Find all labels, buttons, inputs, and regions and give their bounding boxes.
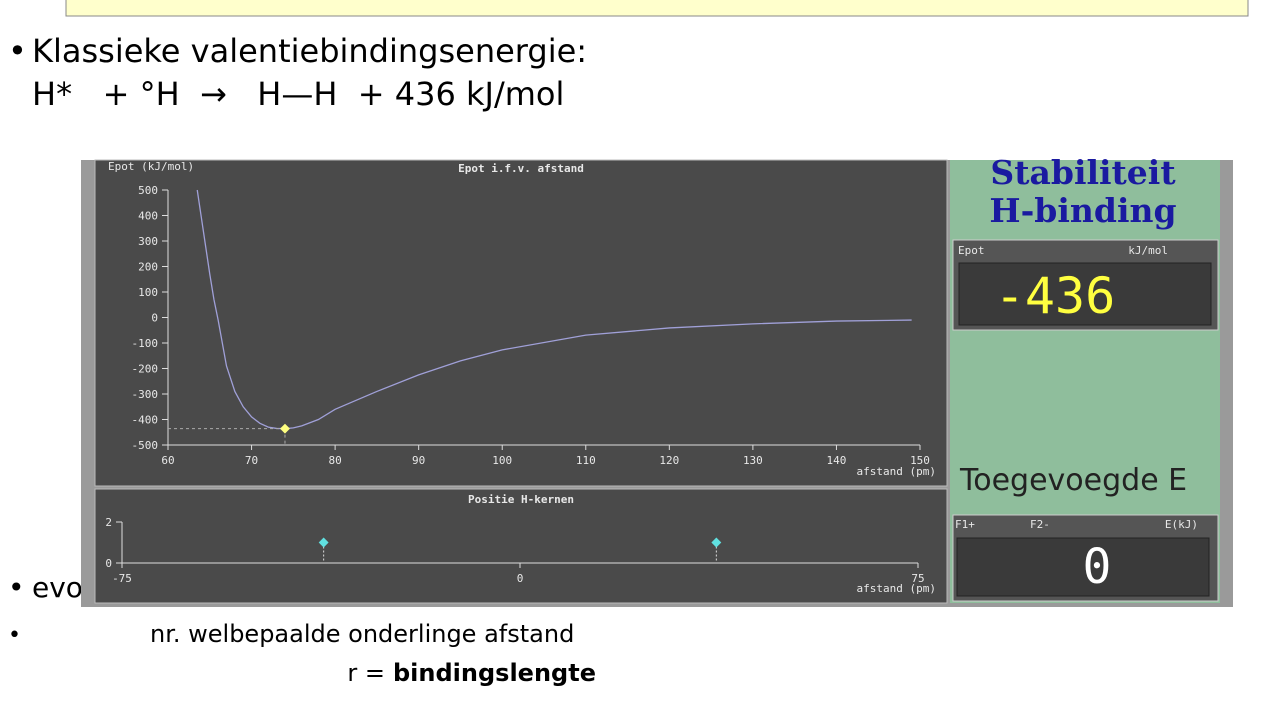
y-tick-label: 200 bbox=[138, 261, 158, 274]
x-tick-label: 70 bbox=[245, 454, 258, 467]
bullet: • bbox=[8, 32, 27, 70]
y-tick-label: 500 bbox=[138, 184, 158, 197]
x-tick-label: 100 bbox=[492, 454, 512, 467]
plot-panel bbox=[94, 159, 948, 487]
x-tick-label: 60 bbox=[161, 454, 174, 467]
y-tick-label: -200 bbox=[132, 363, 159, 376]
x-tick-label: 90 bbox=[412, 454, 425, 467]
x-tick-label: -75 bbox=[112, 572, 132, 585]
key-label: F1+ bbox=[955, 518, 975, 531]
x-tick-label: 150 bbox=[910, 454, 930, 467]
heading: Klassieke valentiebindingsenergie: bbox=[32, 32, 587, 70]
chart-title: Epot i.f.v. afstand bbox=[458, 162, 584, 175]
y-tick-label: -500 bbox=[132, 439, 159, 452]
x-tick-label: 80 bbox=[328, 454, 341, 467]
top-banner bbox=[65, 0, 1249, 17]
panel-title: H-binding bbox=[989, 191, 1176, 230]
bullet-text: evo bbox=[32, 571, 83, 604]
y-tick-label: 0 bbox=[105, 557, 112, 570]
x-tick-label: 140 bbox=[827, 454, 847, 467]
x-tick-label: 110 bbox=[576, 454, 596, 467]
key-label: F2- bbox=[1030, 518, 1050, 531]
x-axis-label: afstand (pm) bbox=[857, 582, 936, 595]
x-tick-label: 130 bbox=[743, 454, 763, 467]
x-tick-label: 0 bbox=[517, 572, 524, 585]
key-label: E(kJ) bbox=[1165, 518, 1198, 531]
x-axis-label: afstand (pm) bbox=[857, 465, 936, 478]
y-tick-label: -300 bbox=[132, 388, 159, 401]
x-tick-label: 120 bbox=[659, 454, 679, 467]
y-axis-label: Epot (kJ/mol) bbox=[108, 160, 194, 173]
y-tick-label: 400 bbox=[138, 210, 158, 223]
display-value: -436 bbox=[995, 267, 1115, 325]
definition-prefix: r = bbox=[347, 659, 385, 687]
bullet: • bbox=[8, 623, 21, 648]
bullet: • bbox=[8, 571, 25, 604]
display-value: 0 bbox=[1083, 539, 1112, 595]
display-label: Epot bbox=[958, 244, 985, 257]
y-tick-label: 2 bbox=[105, 516, 112, 529]
bullet-text: nr. welbepaalde onderlinge afstand bbox=[150, 620, 574, 648]
x-tick-label: 75 bbox=[911, 572, 924, 585]
added-energy-label: Toegevoegde E bbox=[959, 463, 1187, 498]
definition-term: bindingslengte bbox=[393, 659, 596, 687]
highlight-point bbox=[280, 423, 290, 434]
y-tick-label: 100 bbox=[138, 286, 158, 299]
nucleus bbox=[318, 537, 329, 548]
display-label: kJ/mol bbox=[1128, 244, 1168, 257]
chart-title: Positie H-kernen bbox=[468, 493, 574, 506]
plot-panel bbox=[94, 488, 948, 604]
nucleus bbox=[711, 537, 722, 548]
y-tick-label: -100 bbox=[132, 337, 159, 350]
display-screen bbox=[958, 262, 1212, 326]
y-tick-label: 300 bbox=[138, 235, 158, 248]
y-tick-label: -400 bbox=[132, 414, 159, 427]
panel-title: Stabiliteit bbox=[990, 153, 1176, 192]
y-tick-label: 0 bbox=[151, 312, 158, 325]
display-screen bbox=[956, 537, 1210, 597]
equation: H* + °H → H—H + 436 kJ/mol bbox=[32, 75, 564, 113]
